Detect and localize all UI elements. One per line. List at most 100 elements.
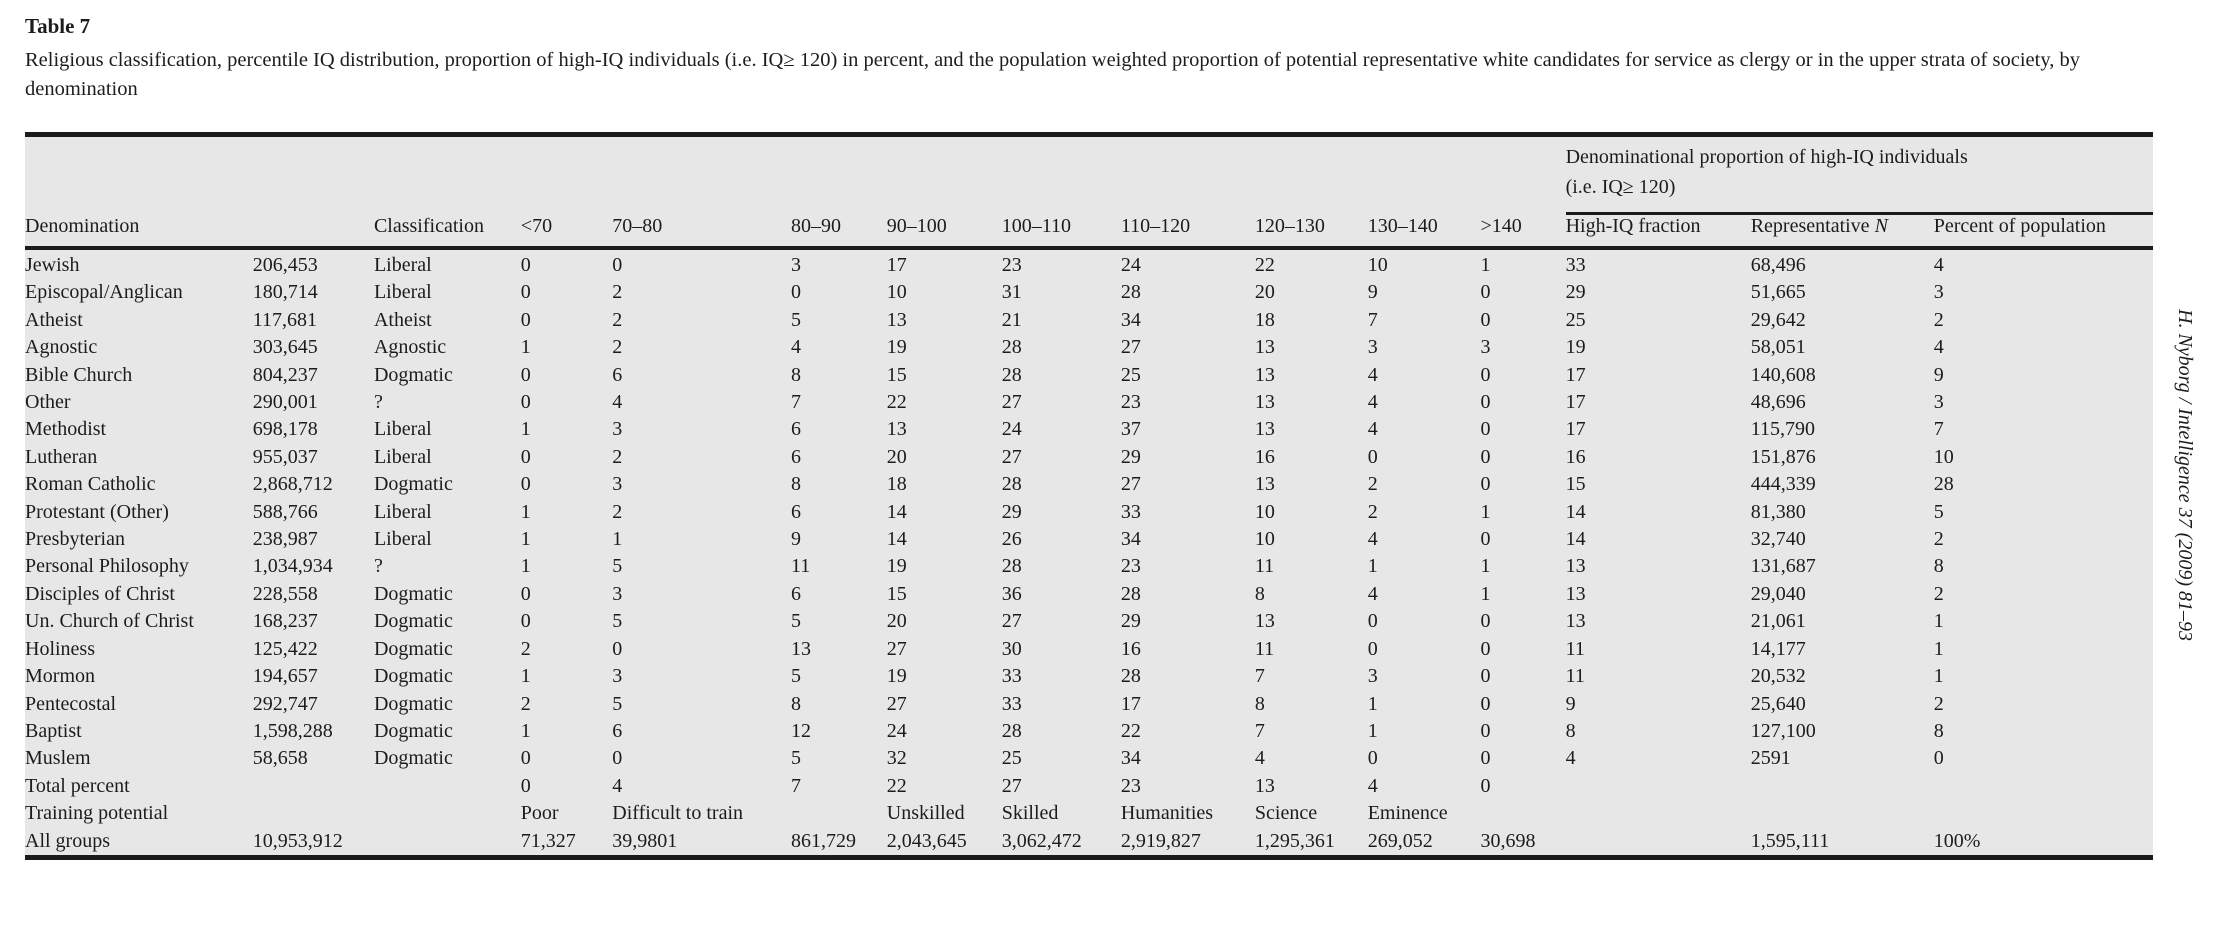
table-cell: 0 xyxy=(1480,665,1491,688)
table-cell: 0 xyxy=(1367,445,1378,468)
table-cell: 3 xyxy=(1367,336,1378,359)
col-header-iq-130-140: 130–140 xyxy=(1367,213,1481,250)
table-cell: Science xyxy=(1254,802,1318,825)
table-cell: 28 xyxy=(1120,281,1141,304)
table-cell: 0 xyxy=(520,774,531,797)
table-cell: Methodist xyxy=(25,418,107,441)
table-cell: 16 xyxy=(1565,445,1586,468)
table-cell: 14 xyxy=(1565,500,1586,523)
table-row: Protestant (Other) 588,766 Liberal 1 2 6 14 29 3… xyxy=(25,499,2153,526)
table-body: Jewish 206,453 Liberal 0 0 3 17 23 24 22 10 1 33 68,4… xyxy=(25,248,2153,855)
table-cell xyxy=(374,800,521,827)
table-cell: Dogmatic xyxy=(373,692,453,715)
table-cell: 131,687 xyxy=(1750,555,1816,578)
table-cell: 4 xyxy=(1367,391,1378,414)
table-cell: 4 xyxy=(1367,582,1378,605)
table-cell: Jewish xyxy=(25,254,80,276)
table-cell: ? xyxy=(373,555,383,578)
table-cell: 7 xyxy=(1254,665,1265,688)
table-cell: Personal Philosophy xyxy=(25,555,189,578)
table-cell: 3 xyxy=(612,665,623,688)
table-cell: 24 xyxy=(1120,254,1141,276)
table-cell: 19 xyxy=(886,336,907,359)
table-cell: 804,237 xyxy=(252,363,318,386)
table-cell: 2 xyxy=(1933,582,1944,605)
table-cell: 34 xyxy=(1120,308,1141,331)
table-cell: 1 xyxy=(1480,582,1491,605)
table-cell: 1 xyxy=(520,336,531,359)
table-cell: 6 xyxy=(791,500,802,523)
table-cell: 13 xyxy=(1254,418,1275,441)
table-cell: 13 xyxy=(886,308,907,331)
table-row: Lutheran 955,037 Liberal 0 2 6 20 27 29 16 0 0 16 151… xyxy=(25,444,2153,471)
table-cell: 1,598,288 xyxy=(252,719,333,742)
table-cell: 1 xyxy=(520,500,531,523)
table-cell: 13 xyxy=(1254,473,1275,496)
table-cell: 4 xyxy=(791,336,802,359)
table-cell: 1,034,934 xyxy=(252,555,333,578)
table-cell: 13 xyxy=(1565,582,1586,605)
spanner-header: Denominational proportion of high-IQ ind… xyxy=(1565,137,2153,215)
table-cell: 5 xyxy=(791,747,802,770)
table-cell: 17 xyxy=(1565,391,1586,414)
table-caption: Religious classification, percentile IQ … xyxy=(25,49,2080,100)
table-cell xyxy=(374,828,521,855)
table-cell: 21,061 xyxy=(1750,610,1806,633)
table-cell: 127,100 xyxy=(1750,719,1816,742)
table-cell: 27 xyxy=(1001,445,1022,468)
table-cell: 37 xyxy=(1120,418,1141,441)
table-cell: 290,001 xyxy=(252,391,318,414)
table-cell: 0 xyxy=(520,363,531,386)
table-cell: 28 xyxy=(1120,665,1141,688)
table-cell: 10 xyxy=(1254,500,1275,523)
table-cell: 25 xyxy=(1565,308,1586,331)
table-cell: 228,558 xyxy=(252,582,318,605)
table-cell: 4 xyxy=(1367,774,1378,797)
col-header-iq-70-80: 70–80 xyxy=(612,213,792,250)
table-cell: 0 xyxy=(1480,445,1491,468)
table-cell: 206,453 xyxy=(252,254,318,276)
table-cell: 444,339 xyxy=(1750,473,1816,496)
table-row: Holiness 125,422 Dogmatic 2 0 13 27 30 16 11 0 0 11 1… xyxy=(25,636,2153,663)
table-cell: 6 xyxy=(612,719,623,742)
table-cell: 48,696 xyxy=(1750,391,1806,414)
table-row: Bible Church 804,237 Dogmatic 0 6 8 15 28 25 13 4 0… xyxy=(25,362,2153,389)
table-cell: 13 xyxy=(1254,774,1275,797)
table-row: Atheist 117,681 Atheist 0 2 5 13 21 34 18 7 0 25 29,6… xyxy=(25,307,2153,334)
table-cell: 115,790 xyxy=(1750,418,1815,441)
table-cell: 27 xyxy=(1120,336,1141,359)
col-header-representative-n: Representative N xyxy=(1750,213,1934,250)
table-row: Agnostic 303,645 Agnostic 1 2 4 19 28 27 13 3 3 19 58… xyxy=(25,334,2153,361)
table-cell: 0 xyxy=(1480,719,1491,742)
table-cell: 6 xyxy=(791,582,802,605)
table-cell: 303,645 xyxy=(252,336,318,359)
table-cell: 8 xyxy=(791,692,802,715)
header-row: Denomination Classification <70 70–80 80… xyxy=(25,213,2153,250)
table-cell: 27 xyxy=(1001,391,1022,414)
table-cell: 194,657 xyxy=(252,665,318,688)
col-header-iq-90-100: 90–100 xyxy=(886,213,1002,250)
table-cell: 0 xyxy=(1480,363,1491,386)
table-cell: 25 xyxy=(1120,363,1141,386)
table-cell: 0 xyxy=(791,281,802,304)
table-cell: 25,640 xyxy=(1750,692,1806,715)
table-row: Mormon 194,657 Dogmatic 1 3 5 19 33 28 7 3 0 11 20,53… xyxy=(25,663,2153,690)
table-cell: 27 xyxy=(1001,774,1022,797)
table-cell: 5 xyxy=(612,692,623,715)
representative-n-symbol: N xyxy=(1874,215,1888,237)
table-cell: 2 xyxy=(1367,473,1378,496)
table-cell: 2 xyxy=(1933,528,1944,551)
table-cell: 36 xyxy=(1001,582,1022,605)
table-cell: 2 xyxy=(612,500,623,523)
table-cell: 29,642 xyxy=(1750,308,1806,331)
table-cell: 2591 xyxy=(1750,747,1791,770)
col-header-classification: Classification xyxy=(373,213,521,250)
table-cell: 2 xyxy=(1367,500,1378,523)
table-cell: 16 xyxy=(1254,445,1275,468)
table-cell: 0 xyxy=(1480,308,1491,331)
table-cell: 28 xyxy=(1933,473,1954,496)
table-cell: 6 xyxy=(612,363,623,386)
table-cell: 13 xyxy=(1565,555,1586,578)
table-cell: 2 xyxy=(520,637,531,660)
table-cell: 100% xyxy=(1933,829,1981,852)
